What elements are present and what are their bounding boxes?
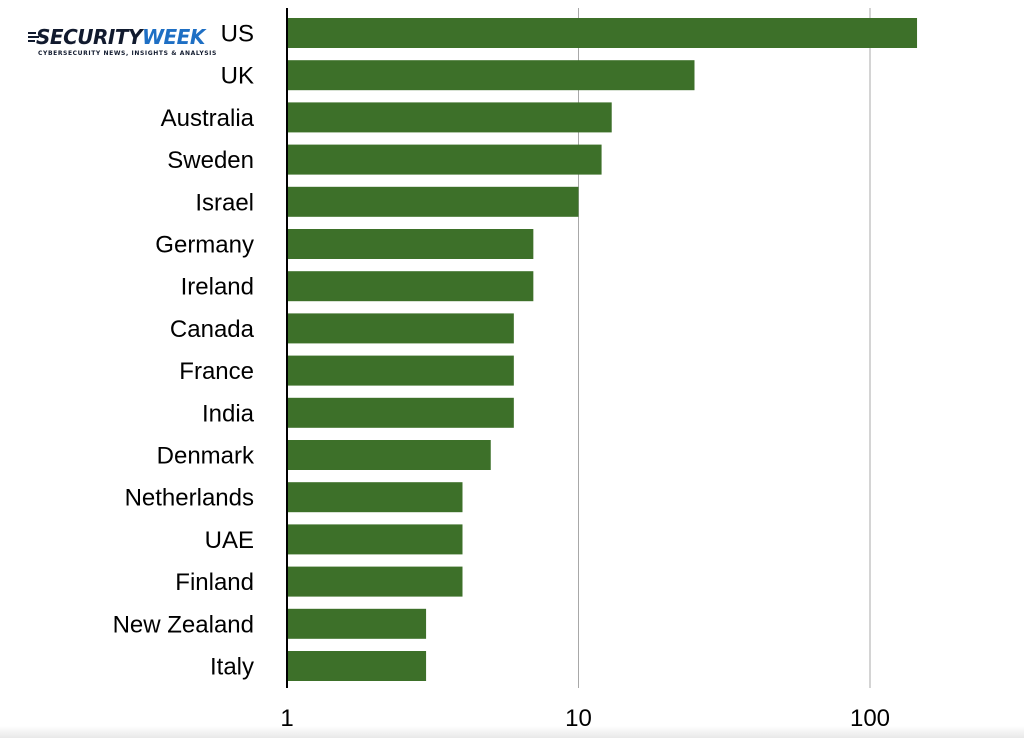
bar-france [287, 355, 514, 386]
category-label: Ireland [181, 274, 254, 301]
category-label: Israel [195, 189, 254, 216]
logo-word-security: SECURITY [36, 25, 142, 49]
category-label: US [221, 21, 254, 48]
category-label: Australia [161, 105, 255, 132]
bar-new-zealand [287, 608, 427, 639]
logo-tagline: CYBERSECURITY NEWS, INSIGHTS & ANALYSIS [38, 50, 217, 57]
category-label: Denmark [157, 443, 255, 470]
category-label: France [179, 358, 254, 385]
logo-wordmark: SECURITYWEEK [36, 26, 205, 48]
bars [287, 18, 918, 681]
bar-canada [287, 313, 514, 344]
bar-finland [287, 566, 463, 597]
category-label: UAE [205, 527, 254, 554]
category-label: Netherlands [125, 485, 254, 512]
bar-denmark [287, 440, 491, 470]
speed-lines-icon [28, 30, 40, 44]
securityweek-logo: SECURITYWEEK CYBERSECURITY NEWS, INSIGHT… [28, 26, 216, 60]
bottom-edge-shade [0, 726, 1024, 738]
bar-sweden [287, 144, 602, 175]
bar-india [287, 397, 514, 428]
category-label: Canada [170, 316, 255, 343]
bar-netherlands [287, 482, 463, 513]
category-labels: US UK Australia Sweden Israel Germany Ireland C… [113, 21, 255, 681]
bar-italy [287, 651, 427, 681]
bar-germany [287, 229, 534, 259]
bar-ireland [287, 271, 534, 302]
bar-us [287, 18, 918, 48]
logo-word-week: WEEK [141, 25, 205, 49]
bar-australia [287, 102, 612, 133]
category-label: Finland [175, 569, 254, 596]
bar-uk [287, 60, 695, 91]
category-label: India [202, 400, 255, 427]
category-label: Italy [210, 654, 254, 681]
x-tick-label: 1 [280, 705, 293, 732]
category-label: New Zealand [113, 611, 254, 638]
category-label: UK [221, 63, 254, 90]
grid-lines [578, 8, 871, 688]
category-label: Sweden [167, 147, 254, 174]
category-label: Germany [155, 232, 254, 259]
bar-uae [287, 524, 463, 555]
bar-israel [287, 186, 579, 217]
